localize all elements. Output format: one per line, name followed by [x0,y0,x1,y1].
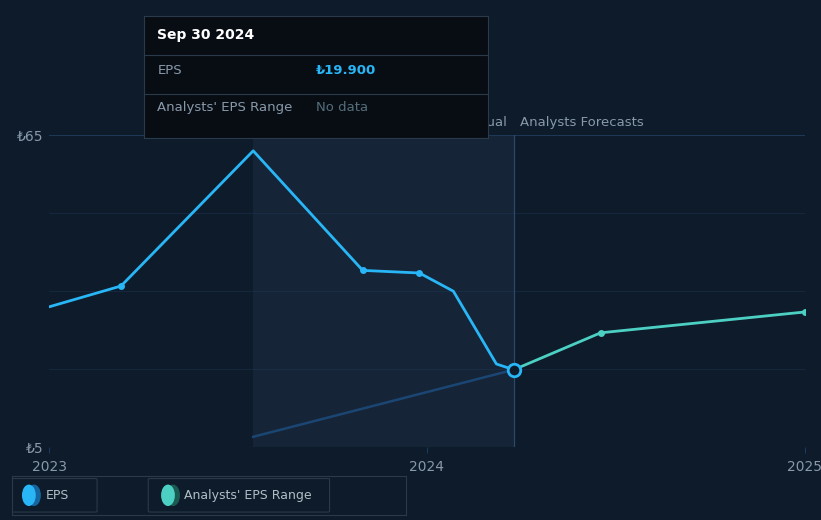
Text: EPS: EPS [158,64,182,77]
Text: ₺19.900: ₺19.900 [316,64,376,77]
Text: No data: No data [316,101,368,114]
Text: Analysts' EPS Range: Analysts' EPS Range [158,101,293,114]
Text: Actual: Actual [466,116,507,129]
Bar [253,135,514,447]
Text: EPS: EPS [46,489,69,502]
Ellipse shape [166,485,180,506]
Ellipse shape [161,485,175,506]
Text: Analysts Forecasts: Analysts Forecasts [520,116,644,129]
Ellipse shape [27,485,41,506]
Text: Sep 30 2024: Sep 30 2024 [158,28,255,42]
Text: Analysts' EPS Range: Analysts' EPS Range [184,489,311,502]
Ellipse shape [22,485,36,506]
